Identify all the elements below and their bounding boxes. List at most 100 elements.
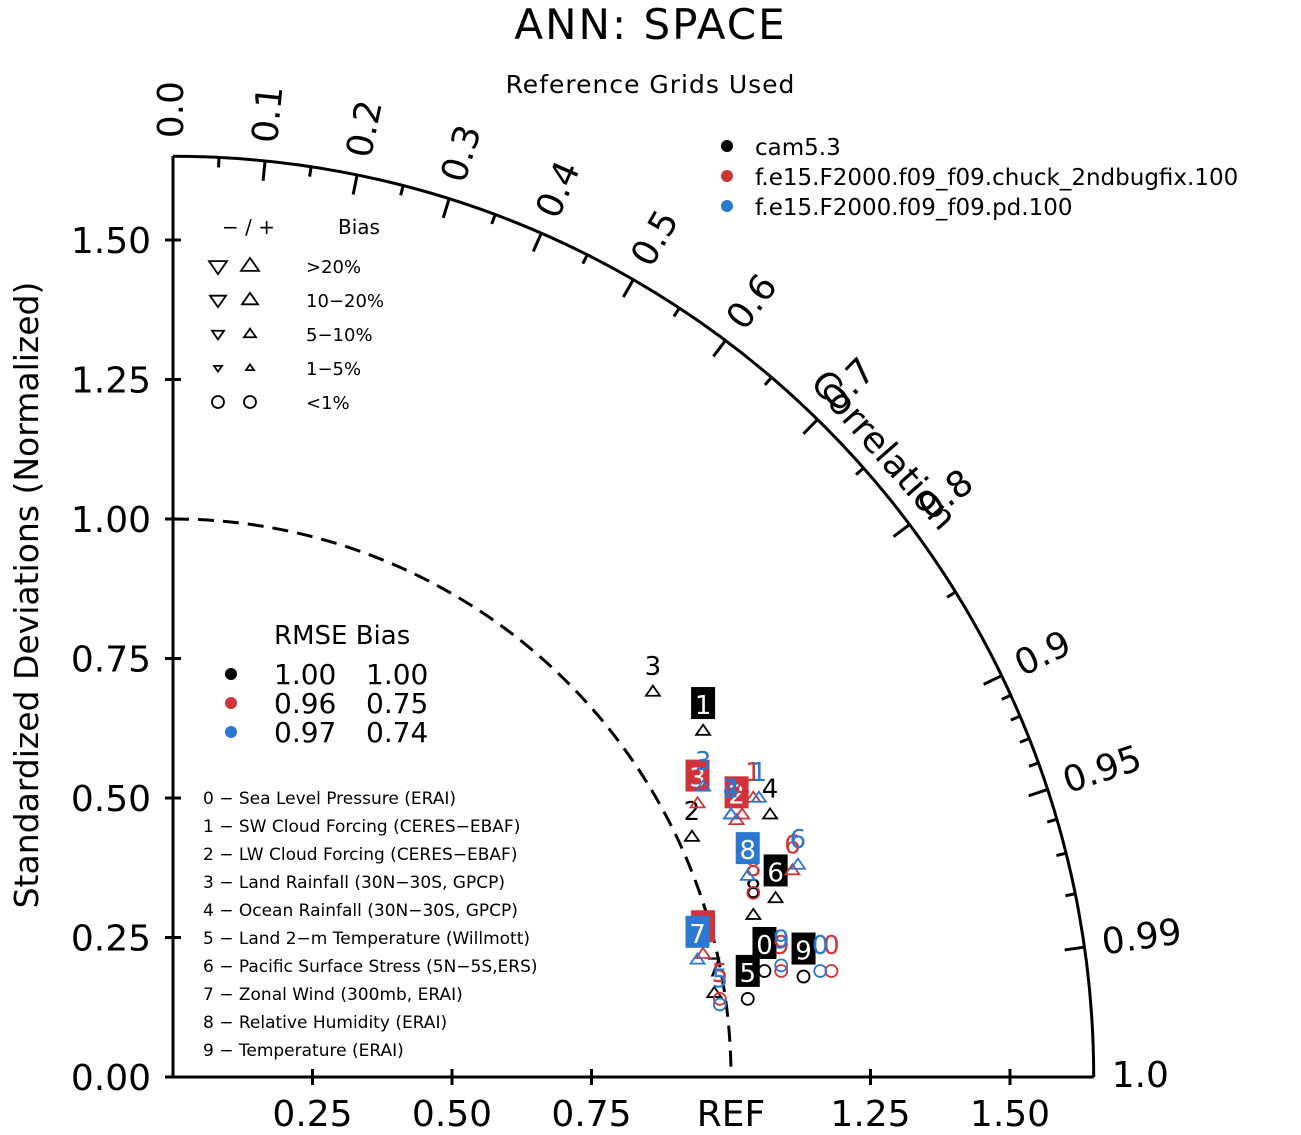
stats-legend-bias: 0.75 xyxy=(366,687,428,720)
bias-legend-down-triangle xyxy=(210,329,226,341)
point-label-box xyxy=(735,832,760,865)
series-legend-dot xyxy=(721,200,733,212)
point-label-box xyxy=(735,954,760,987)
correlation-minor-tick xyxy=(1065,892,1076,898)
correlation-label: 0.9 xyxy=(1008,623,1077,685)
y-axis-label: Standardized Deviations (Normalized) xyxy=(7,282,46,909)
point-label-box xyxy=(791,932,816,965)
point-marker-triangle xyxy=(761,806,779,820)
point-label: 9 xyxy=(773,931,790,961)
point-label: 4 xyxy=(762,775,779,805)
stats-legend-bias: 1.00 xyxy=(366,658,428,691)
correlation-major-tick xyxy=(1028,788,1049,798)
point-marker-circle xyxy=(824,964,839,978)
bias-legend-up-triangle xyxy=(240,291,260,306)
stats-legend-rmse: 0.96 xyxy=(274,687,336,720)
point-label: 1 xyxy=(745,758,762,788)
reference-arc xyxy=(172,517,733,1078)
series-legend-label: cam5.3 xyxy=(755,135,841,161)
point-marker-triangle xyxy=(744,907,763,920)
stats-legend-dot xyxy=(225,668,237,680)
point-label: 7 xyxy=(706,953,723,983)
point-marker-triangle xyxy=(683,829,701,842)
x-tick-label: 0.75 xyxy=(551,1094,631,1135)
variable-legend-item: 6 − Pacific Surface Stress (5N−5S,ERS) xyxy=(203,957,538,977)
outer-arc xyxy=(172,154,1096,1078)
series-legend-dot xyxy=(721,140,733,152)
variable-legend-item: 0 − Sea Level Pressure (ERAI) xyxy=(203,789,456,809)
point-label-box xyxy=(685,759,710,792)
y-tick-label: 1.50 xyxy=(71,221,151,262)
stats-legend-rmse: 1.00 xyxy=(274,658,336,691)
bias-legend-header: Bias xyxy=(338,215,380,239)
correlation-major-tick xyxy=(622,278,635,298)
point-label-box xyxy=(763,854,788,887)
point-marker-circle xyxy=(740,991,755,1006)
y-tick-label: 0.00 xyxy=(71,1058,151,1099)
correlation-label: 0.6 xyxy=(719,267,786,337)
point-label: 2 xyxy=(723,775,740,805)
correlation-label: 0.4 xyxy=(528,155,588,224)
point-marker-circle xyxy=(774,958,789,973)
correlation-minor-tick xyxy=(1010,714,1021,722)
variable-legend-item: 7 − Zonal Wind (300mb, ERAI) xyxy=(203,985,463,1005)
correlation-major-tick xyxy=(441,198,451,219)
correlation-minor-tick xyxy=(763,376,773,386)
point-marker-triangle xyxy=(694,723,712,736)
point-marker-circle xyxy=(746,885,761,900)
point-marker-triangle xyxy=(733,806,751,820)
correlation-label: 0.5 xyxy=(623,203,687,273)
correlation-label: 0.0 xyxy=(151,81,192,138)
correlation-minor-tick xyxy=(581,254,589,265)
point-marker-triangle xyxy=(694,778,712,792)
correlation-major-tick xyxy=(1064,945,1085,952)
point-marker-circle xyxy=(796,969,811,984)
series-legend-dot xyxy=(721,170,733,182)
chart-title: ANN: SPACE xyxy=(514,0,787,49)
point-label: 0 xyxy=(823,931,840,961)
correlation-label: 1.0 xyxy=(1112,1055,1169,1096)
correlation-major-tick xyxy=(802,418,819,435)
point-label: 4 xyxy=(723,775,740,805)
correlation-label: 0.2 xyxy=(339,97,391,161)
legends: cam5.3 f.e15.F2000.f09_f09.chuck_2ndbugfi… xyxy=(203,135,1238,1061)
variable-legend-item: 2 − LW Cloud Forcing (CERES−EBAF) xyxy=(203,845,517,865)
point-label: 2 xyxy=(728,780,745,810)
point-marker-circle xyxy=(712,991,727,1006)
bias-legend-label: <1% xyxy=(306,393,350,414)
point-marker-triangle xyxy=(688,795,707,809)
bias-legend-circle xyxy=(211,395,225,409)
correlation-minor-tick xyxy=(308,166,313,177)
variable-legend-item: 5 − Land 2−m Temperature (Willmott) xyxy=(203,929,530,949)
correlation-label: 0.95 xyxy=(1058,738,1147,802)
correlation-major-tick xyxy=(351,174,359,195)
bias-legend-up-triangle xyxy=(242,327,258,339)
point-marker-circle xyxy=(813,964,828,978)
correlation-minor-tick xyxy=(490,214,497,225)
correlation-label: 0.99 xyxy=(1099,911,1184,963)
y-tick-label: 0.75 xyxy=(71,640,151,681)
variable-legend-item: 8 − Relative Humidity (ERAI) xyxy=(203,1013,447,1033)
correlation-major-tick xyxy=(982,674,1003,686)
point-label: 1 xyxy=(751,758,768,788)
point-label: 5 xyxy=(712,964,729,994)
point-marker-triangle xyxy=(789,857,807,870)
correlation-minor-tick xyxy=(855,466,865,476)
bias-legend-circle xyxy=(243,395,257,409)
plot-axes xyxy=(171,154,1096,1079)
correlation-axis-label: Correlation xyxy=(802,362,964,538)
point-marker-circle xyxy=(774,964,789,978)
variable-legend-item: 9 − Temperature (ERAI) xyxy=(203,1041,404,1061)
bias-legend-sign: − / + xyxy=(222,215,275,239)
point-label: 1 xyxy=(695,691,712,721)
point-marker-triangle xyxy=(766,890,785,904)
point-label: 9 xyxy=(773,925,790,955)
variable-legend-item: 3 − Land Rainfall (30N−30S, GPCP) xyxy=(203,873,505,893)
bias-legend-label: 5−10% xyxy=(306,325,373,346)
point-label: 6 xyxy=(767,858,784,888)
y-tick-label: 0.25 xyxy=(71,919,151,960)
point-label: 3 xyxy=(689,764,706,794)
y-tick-label: 1.25 xyxy=(71,361,151,402)
correlation-major-tick xyxy=(261,160,267,181)
